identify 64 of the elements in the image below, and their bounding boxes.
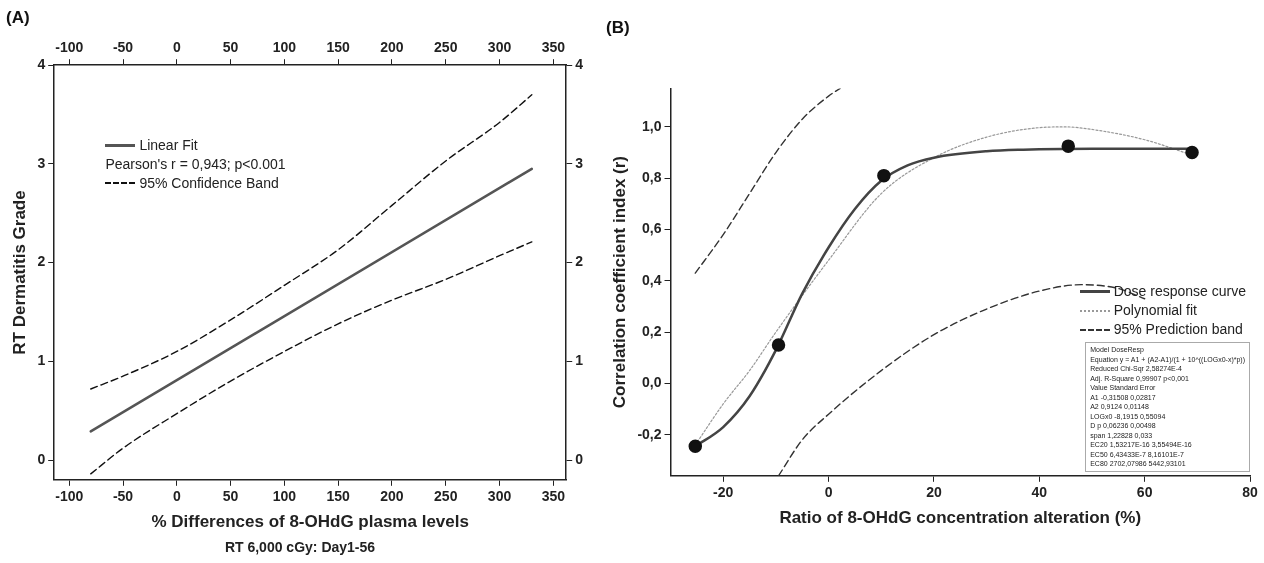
point	[877, 168, 891, 183]
y-tick-label: 4	[37, 56, 46, 73]
x-tick-label: -100	[55, 488, 84, 505]
x-tick-label: 40	[1031, 484, 1048, 501]
x-tick-label: 0	[172, 488, 181, 505]
point	[1061, 139, 1076, 153]
legend-label: 95% Confidence Band	[139, 173, 279, 193]
x-tick-label: 100	[272, 488, 297, 505]
x-tick-label: -20	[713, 484, 734, 501]
y2-tick-label: 1	[575, 352, 584, 369]
legend-label: 95% Prediction band	[1113, 320, 1243, 340]
text: RT 6,000 cGy: Day1-56	[223, 539, 377, 555]
x-axis-title: Ratio of 8-OHdG concentration alteration (%)	[779, 508, 1142, 528]
x2-tick-label: 0	[172, 38, 181, 55]
annotation: Pearson's r = 0,943; p<0.001	[105, 154, 286, 174]
chart-title: (A)	[6, 7, 30, 27]
y-tick-label: 0,4	[642, 271, 662, 288]
x-tick-label: 20	[926, 484, 942, 501]
y-axis-title: RT Dermatitis Grade	[9, 190, 29, 355]
line-series	[90, 241, 533, 475]
point	[771, 338, 786, 352]
y-tick-label: -0,2	[637, 425, 662, 442]
y-tick-label: 3	[37, 154, 46, 171]
x2-tick-label: 50	[222, 38, 239, 55]
x-tick-label: 250	[434, 488, 458, 505]
x2-tick-label: -50	[112, 38, 134, 55]
x-tick-label: -50	[112, 488, 134, 505]
x2-tick-label: 250	[434, 38, 458, 55]
x-tick-label: 300	[487, 488, 512, 505]
y-tick-label: 0,2	[642, 322, 662, 339]
y2-tick-label: 2	[575, 253, 584, 270]
y-tick-label: 1,0	[642, 117, 662, 134]
x-tick-label: 150	[326, 488, 351, 505]
point	[1185, 145, 1199, 160]
line-series	[90, 94, 533, 390]
x2-tick-label: 100	[272, 38, 297, 55]
x2-tick-label: -100	[55, 38, 84, 55]
y-tick-label: 0,8	[642, 169, 662, 186]
y-tick-label: 2	[37, 253, 46, 270]
x-tick-label: 0	[824, 484, 833, 501]
legend-label: Linear Fit	[139, 135, 198, 155]
x-tick-label: 60	[1136, 484, 1153, 501]
x-tick-label: 50	[222, 488, 239, 505]
y-tick-label: 1	[37, 352, 46, 369]
x2-tick-label: 300	[487, 38, 512, 55]
y-axis-title: Correlation coefficient index (r)	[609, 156, 629, 409]
legend-label: Dose response curve	[1113, 282, 1246, 302]
x-tick-label: 200	[380, 488, 404, 505]
chart-title: (B)	[606, 17, 630, 37]
y2-tick-label: 0	[575, 450, 584, 467]
x-tick-label: 350	[541, 488, 566, 505]
x-tick-label: 80	[1242, 484, 1258, 501]
x2-tick-label: 150	[326, 38, 351, 55]
y2-tick-label: 3	[575, 154, 584, 171]
x2-tick-label: 350	[541, 38, 566, 55]
point	[688, 439, 703, 454]
y-tick-label: 0	[37, 450, 46, 467]
line-series	[694, 88, 841, 274]
x-axis-title: % Differences of 8-OHdG plasma levels	[151, 512, 469, 532]
y-tick-label: 0,6	[642, 220, 662, 237]
legend-label: Polynomial fit	[1113, 301, 1197, 321]
x2-tick-label: 200	[380, 38, 404, 55]
y-tick-label: 0,0	[642, 374, 662, 391]
y2-tick-label: 4	[575, 56, 584, 73]
